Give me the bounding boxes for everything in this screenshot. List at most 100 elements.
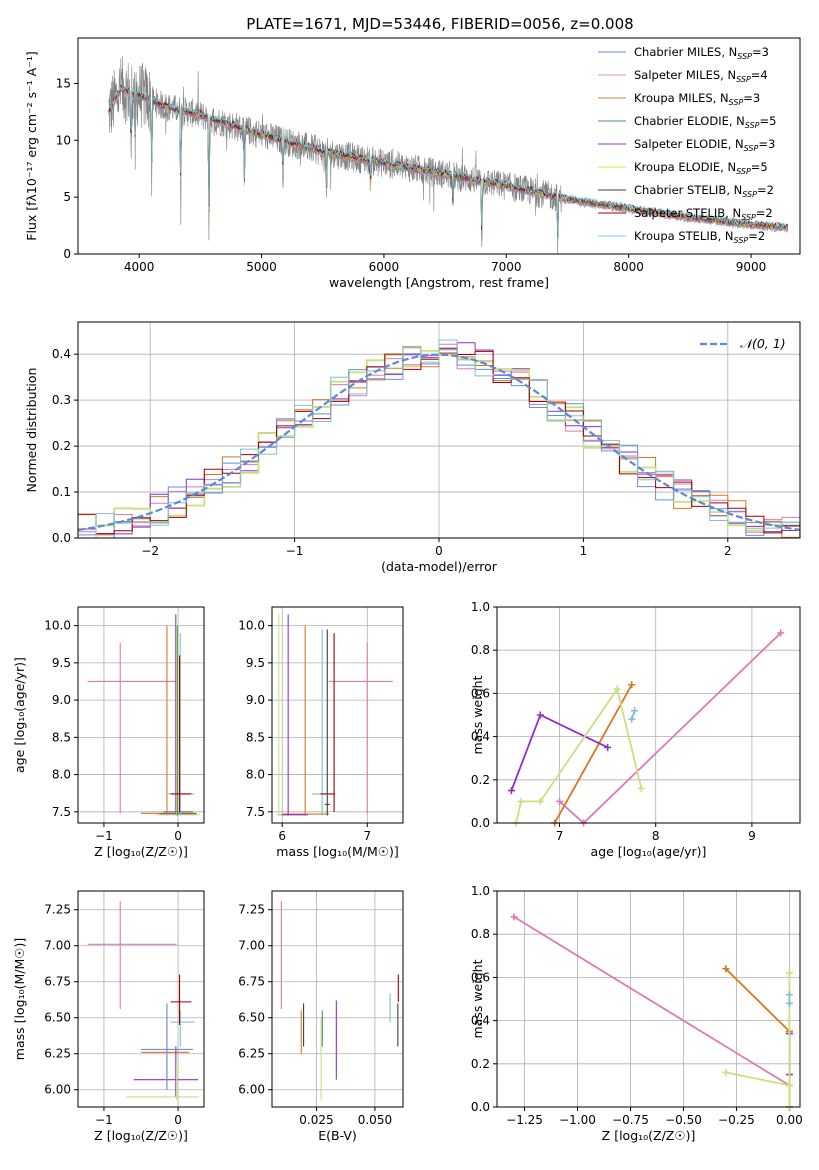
x-tick-label: −0.25 — [718, 1113, 755, 1127]
axes-frame — [496, 890, 801, 1108]
weight-point-marker — [722, 965, 730, 973]
y-tick-label: 7.5 — [246, 805, 265, 819]
y-tick-label: 6.50 — [44, 1011, 71, 1025]
y-tick-label: 0.8 — [471, 927, 490, 941]
y-tick-label: 7.00 — [238, 939, 265, 953]
legend-label: Salpeter STELIB, NSSP=2 — [634, 206, 773, 222]
figure-title: PLATE=1671, MJD=53446, FIBERID=0056, z=0… — [246, 15, 633, 33]
x-tick-label: 8000 — [613, 260, 644, 274]
histogram-step-line — [78, 346, 800, 538]
spectrum-panel: 4000 5000 6000 7000 8000 9000 0 5 10 15 wavelength… — [24, 37, 801, 290]
y-tick-label: 0.0 — [471, 816, 490, 830]
y-tick-label: 9.5 — [246, 656, 265, 670]
weight-point-marker — [510, 913, 518, 921]
legend-label: Kroupa MILES, NSSP=3 — [634, 91, 760, 107]
histogram-step-line — [78, 342, 800, 538]
x-tick-label: 0.025 — [299, 1113, 333, 1127]
axes-frame — [77, 37, 801, 255]
x-tick-label: −1 — [286, 544, 304, 558]
weight-series-line — [515, 686, 643, 824]
model-spectrum-line — [108, 87, 789, 238]
x-tick-label: 6 — [278, 829, 286, 843]
y-tick-label: 6.00 — [238, 1083, 265, 1097]
axes-frame — [77, 890, 205, 1108]
y-tick-label: 6.50 — [238, 1011, 265, 1025]
weight-point-marker — [507, 787, 515, 795]
residual-histogram-panel: −2 −1 0 1 2 0.0 0.1 0.2 0.3 0.4 (data-model)/error… — [24, 321, 801, 574]
axes-frame — [271, 606, 404, 824]
x-tick-label: 6000 — [369, 260, 400, 274]
y-tick-label: 0.0 — [52, 531, 71, 545]
y-tick-label: 9.0 — [246, 693, 265, 707]
x-axis-label: E(B-V) — [318, 1128, 357, 1143]
y-tick-label: 0.6 — [471, 686, 490, 700]
weight-point-marker — [785, 1081, 793, 1089]
y-tick-label: 0 — [63, 247, 71, 261]
y-tick-label: 6.75 — [44, 975, 71, 989]
x-tick-label: 0 — [174, 1113, 182, 1127]
histogram-step-line — [78, 339, 800, 538]
weight-point-marker — [631, 707, 639, 715]
weight-vs-metallicity-panel: −1.25 −1.00 −0.75 −0.50 −0.25 0.00 0.0 0.2 0.4 0.… — [470, 884, 803, 1143]
model-spectrum-line — [108, 84, 789, 234]
gaussian-reference-line — [77, 353, 801, 531]
y-axis-label: Flux [fλ10⁻¹⁷ erg cm⁻² s⁻¹ A⁻¹] — [24, 51, 39, 240]
histogram-step-line — [78, 349, 800, 538]
x-tick-label: 8 — [652, 829, 660, 843]
y-tick-label: 0.0 — [471, 1100, 490, 1114]
x-axis-label: wavelength [Angstrom, rest frame] — [329, 275, 549, 290]
weight-point-marker — [604, 743, 612, 751]
mass-vs-ebv-panel: 0.025 0.050 6.00 6.25 6.50 6.75 7.00 7.25 E(B-V) — [238, 890, 404, 1143]
y-tick-label: 5 — [63, 190, 71, 204]
weight-vs-age-panel: 7 8 9 0.0 0.2 0.4 0.6 0.8 1.0 age [log₁₀(age/yr)]… — [470, 600, 801, 859]
y-tick-label: 7.5 — [52, 805, 71, 819]
y-tick-label: 0.4 — [471, 730, 490, 744]
y-axis-label: mass weight — [470, 675, 485, 754]
histogram-step-line — [78, 347, 800, 538]
y-tick-label: 0.4 — [52, 347, 71, 361]
x-axis-label: Z [log₁₀(Z/Z☉)] — [94, 1128, 188, 1143]
weight-point-marker — [785, 999, 793, 1007]
axes-frame — [271, 890, 404, 1108]
x-tick-label: 0 — [435, 544, 443, 558]
weight-point-marker — [536, 797, 544, 805]
x-tick-label: 2 — [724, 544, 732, 558]
y-tick-label: 7.25 — [238, 903, 265, 917]
y-tick-label: 7.00 — [44, 939, 71, 953]
y-tick-label: 6.75 — [238, 975, 265, 989]
histogram-step-line — [78, 350, 800, 538]
observed-spectrum-line — [108, 55, 788, 254]
y-tick-label: 1.0 — [471, 600, 490, 614]
axes-frame — [496, 606, 801, 824]
x-tick-label: 1 — [580, 544, 588, 558]
x-tick-label: 5000 — [246, 260, 277, 274]
x-axis-label: mass [log₁₀(M/M☉)] — [276, 844, 398, 859]
legend-label: Kroupa STELIB, NSSP=2 — [634, 229, 765, 245]
y-axis-label: mass weight — [470, 959, 485, 1038]
weight-series-line — [553, 684, 633, 824]
weight-point-marker — [628, 715, 636, 723]
x-tick-label: −0.75 — [612, 1113, 649, 1127]
x-tick-label: 7000 — [491, 260, 522, 274]
y-tick-label: 0.6 — [471, 970, 490, 984]
x-axis-label: age [log₁₀(age/yr)] — [591, 844, 707, 859]
y-tick-label: 10.0 — [238, 619, 265, 633]
y-tick-label: 0.1 — [52, 485, 71, 499]
x-axis-label: (data-model)/error — [381, 559, 498, 574]
y-tick-label: 1.0 — [471, 884, 490, 898]
x-axis-label: Z [log₁₀(Z/Z☉)] — [94, 844, 188, 859]
weight-point-marker — [785, 969, 793, 977]
y-tick-label: 8.0 — [52, 768, 71, 782]
y-tick-label: 6.25 — [238, 1047, 265, 1061]
weight-series-line — [558, 632, 782, 825]
axes-frame — [77, 606, 205, 824]
legend-label: Salpeter MILES, NSSP=4 — [634, 68, 768, 84]
y-tick-label: 0.2 — [471, 1057, 490, 1071]
weight-series-line — [725, 968, 791, 1107]
y-tick-label: 8.5 — [246, 730, 265, 744]
y-tick-label: 10.0 — [44, 619, 71, 633]
weight-point-marker — [517, 797, 525, 805]
x-tick-label: 9000 — [736, 260, 767, 274]
y-tick-label: 8.5 — [52, 730, 71, 744]
